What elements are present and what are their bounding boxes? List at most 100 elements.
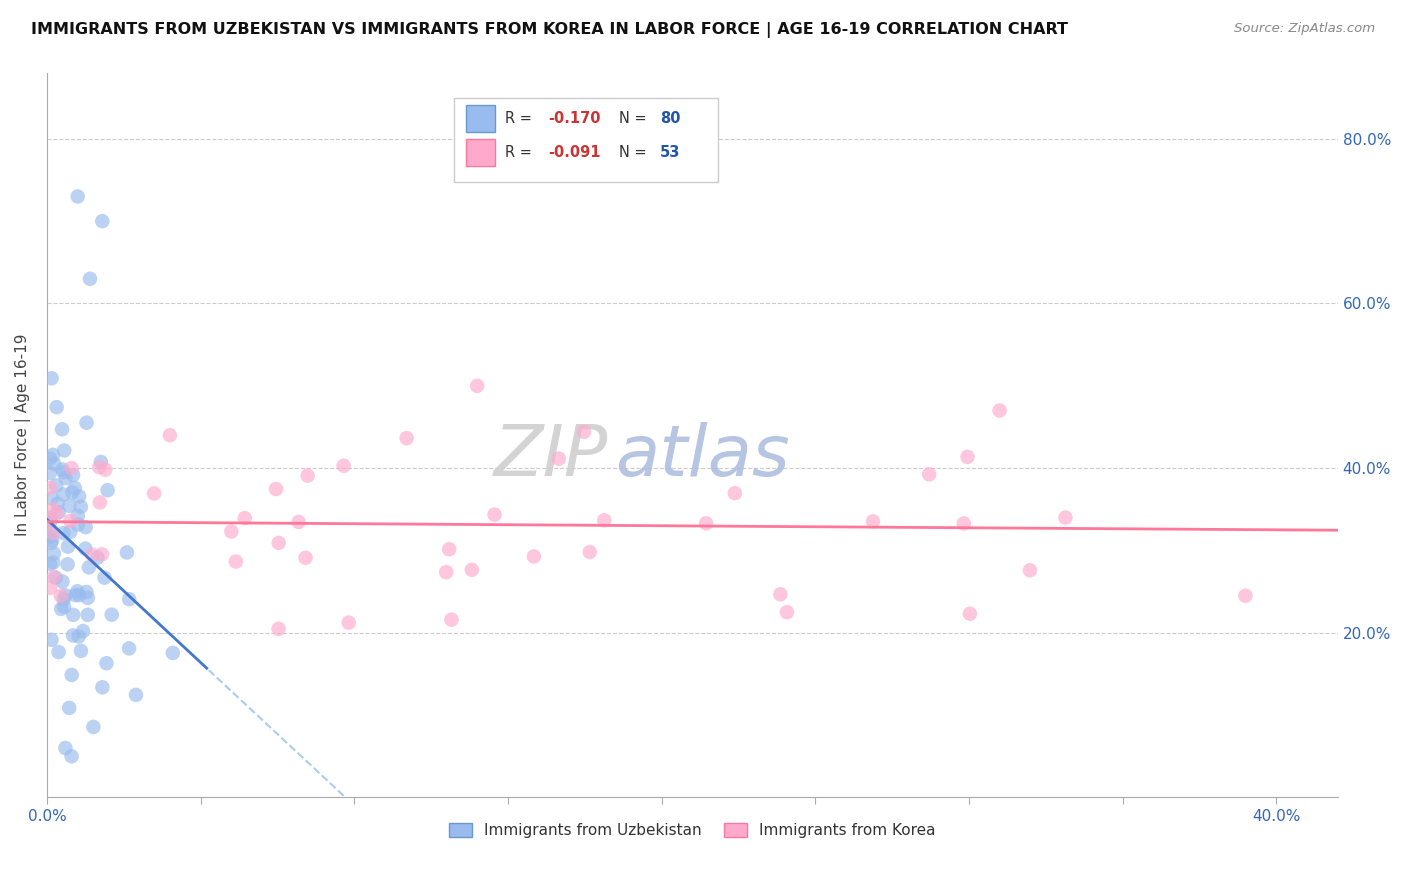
Point xyxy=(48,505,70,519)
Point xyxy=(76,591,98,605)
Point xyxy=(67,629,90,643)
Point xyxy=(297,468,319,483)
Point xyxy=(42,570,65,584)
Point xyxy=(724,486,747,500)
Point xyxy=(115,545,138,559)
Text: R =: R = xyxy=(505,145,537,161)
Point xyxy=(434,565,457,579)
Point xyxy=(96,657,118,671)
Point xyxy=(52,466,75,480)
Point xyxy=(80,548,103,562)
FancyBboxPatch shape xyxy=(454,98,718,182)
Point xyxy=(221,524,243,539)
Point xyxy=(75,520,97,534)
Point xyxy=(465,379,488,393)
Point xyxy=(162,646,184,660)
Point xyxy=(51,574,73,589)
Point xyxy=(39,466,62,480)
Point xyxy=(67,490,90,504)
Point xyxy=(65,588,87,602)
Point xyxy=(60,749,83,764)
Point xyxy=(100,607,122,622)
Point xyxy=(953,516,976,531)
Point xyxy=(593,513,616,527)
Point xyxy=(41,632,63,647)
Point xyxy=(39,557,62,571)
Point xyxy=(60,485,83,500)
Point xyxy=(41,491,63,506)
Point xyxy=(67,588,90,602)
Bar xyxy=(467,105,495,132)
Point xyxy=(45,570,67,584)
Point xyxy=(287,515,309,529)
Point xyxy=(56,558,79,572)
Point xyxy=(60,668,83,682)
Point xyxy=(42,502,65,516)
Text: IMMIGRANTS FROM UZBEKISTAN VS IMMIGRANTS FROM KOREA IN LABOR FORCE | AGE 16-19 C: IMMIGRANTS FROM UZBEKISTAN VS IMMIGRANTS… xyxy=(31,22,1069,38)
Text: atlas: atlas xyxy=(614,423,790,491)
Point xyxy=(118,592,141,607)
Point xyxy=(70,644,93,658)
Point xyxy=(66,189,89,203)
Text: -0.170: -0.170 xyxy=(548,112,600,126)
Point xyxy=(90,455,112,469)
Point xyxy=(264,482,287,496)
Text: N =: N = xyxy=(619,145,651,161)
Point xyxy=(294,550,316,565)
Point xyxy=(58,499,80,513)
Point xyxy=(53,443,76,458)
Point xyxy=(39,524,62,539)
Point xyxy=(76,607,98,622)
Point xyxy=(143,486,166,500)
Point xyxy=(39,581,62,595)
Point xyxy=(97,483,120,498)
Point xyxy=(395,431,418,445)
Point xyxy=(39,481,62,495)
Point xyxy=(66,584,89,599)
Text: 53: 53 xyxy=(659,145,681,161)
Point xyxy=(44,457,66,471)
Point xyxy=(159,428,181,442)
Point xyxy=(39,530,62,544)
Point xyxy=(56,540,79,554)
Point xyxy=(523,549,546,564)
Point xyxy=(956,450,979,464)
Point xyxy=(91,214,114,228)
Point xyxy=(118,641,141,656)
Point xyxy=(267,536,290,550)
Point xyxy=(91,547,114,561)
Point xyxy=(332,458,354,473)
Point xyxy=(49,589,72,603)
Point xyxy=(72,624,94,638)
Text: N =: N = xyxy=(619,112,651,126)
Point xyxy=(60,461,83,475)
Point xyxy=(45,507,67,521)
Point xyxy=(52,526,75,541)
Point xyxy=(51,422,73,436)
Point xyxy=(39,514,62,528)
Point xyxy=(53,588,76,602)
Point xyxy=(233,511,256,525)
Point xyxy=(1234,589,1257,603)
Point xyxy=(51,462,73,476)
Point xyxy=(39,511,62,525)
Point xyxy=(41,533,63,548)
Point xyxy=(62,468,84,483)
Point xyxy=(62,607,84,622)
Text: R =: R = xyxy=(505,112,537,126)
Point xyxy=(76,416,98,430)
Point xyxy=(58,701,80,715)
Point xyxy=(484,508,506,522)
Point xyxy=(63,481,86,495)
Point xyxy=(578,545,600,559)
Point xyxy=(769,587,792,601)
Point xyxy=(76,585,98,599)
Point xyxy=(437,542,460,557)
Point xyxy=(75,541,97,556)
Y-axis label: In Labor Force | Age 16-19: In Labor Force | Age 16-19 xyxy=(15,334,31,536)
Point xyxy=(93,571,115,585)
Text: 80: 80 xyxy=(659,112,681,126)
Point xyxy=(42,448,65,462)
Point xyxy=(125,688,148,702)
Point xyxy=(988,403,1011,417)
